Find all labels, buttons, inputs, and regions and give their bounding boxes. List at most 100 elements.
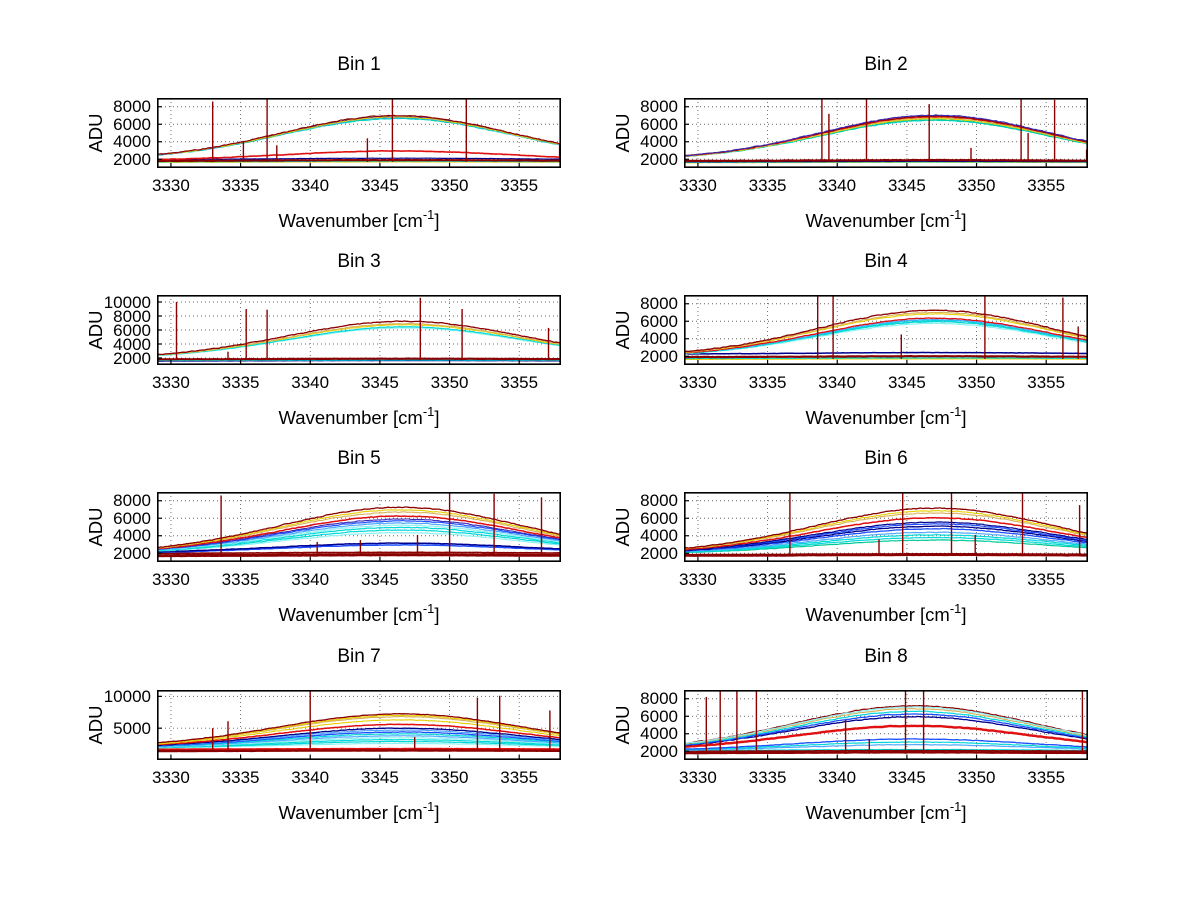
spectrum-curve-band-blue — [157, 731, 561, 747]
spectrum-curve-band-blue — [684, 713, 1088, 746]
x-tick-label: 3330 — [678, 176, 717, 195]
spectrum-curve-baseline-darkred-thick — [157, 748, 561, 753]
x-axis-label: Wavenumber [cm-1] — [684, 404, 1088, 429]
x-label-suffix: ] — [961, 802, 967, 824]
x-tick-label: 3335 — [748, 373, 787, 392]
y-tick-label: 10000 — [103, 292, 151, 312]
axes-border — [684, 690, 1088, 760]
x-axis-label: Wavenumber [cm-1] — [684, 601, 1088, 626]
axes-border — [157, 690, 561, 760]
x-label-prefix: Wavenumber [cm — [805, 604, 950, 626]
spike-lines — [175, 297, 550, 361]
y-tick-label: 6000 — [640, 311, 678, 331]
axes-bin-7 — [157, 690, 561, 760]
x-label-prefix: Wavenumber [cm — [805, 802, 950, 824]
spectrum-curve-band-purple — [157, 115, 561, 155]
spike-lines — [816, 295, 1079, 359]
spectrum-curve-band-blue-low — [684, 738, 1088, 750]
axes-bin-8 — [684, 690, 1088, 760]
x-axis-label: Wavenumber [cm-1] — [684, 207, 1088, 232]
x-tick-label: 3340 — [818, 570, 857, 589]
subplot-bin-5: Bin 5 ADU 2000 4000 6000 8000 3330 3335 3340 3345… — [85, 448, 561, 625]
plot-title: Bin 2 — [864, 54, 908, 75]
y-tick-label: 8000 — [113, 97, 151, 117]
x-tick-label: 3330 — [678, 570, 717, 589]
x-tick-label: 3345 — [887, 373, 926, 392]
spectrum-curve-baseline-darkred — [157, 158, 561, 163]
axes-border — [684, 295, 1088, 365]
x-tick-label: 3335 — [221, 768, 260, 787]
spectrum-curve-band-cyan — [157, 325, 561, 356]
axes-border — [684, 492, 1088, 562]
x-label-suffix: ] — [961, 407, 967, 429]
x-axis-label: Wavenumber [cm-1] — [157, 207, 561, 232]
spectrum-curve-baseline-darkred — [157, 551, 561, 555]
spectrum-curve-baseline-darkred-thick — [684, 750, 1088, 755]
plot-title: Bin 7 — [337, 646, 381, 667]
x-tick-label: 3355 — [1027, 373, 1066, 392]
spectra-curves — [684, 507, 1088, 557]
spectra-curves — [157, 114, 561, 164]
x-tick-label: 3335 — [748, 768, 787, 787]
x-label-suffix: ] — [434, 210, 440, 232]
x-tick-label: 3330 — [678, 768, 717, 787]
spectrum-curve-band-yellow — [157, 719, 561, 745]
spectrum-curve-band-cyan3 — [157, 733, 561, 747]
axes-border — [157, 98, 561, 168]
x-axis-label: Wavenumber [cm-1] — [157, 799, 561, 824]
x-tick-label: 3340 — [818, 176, 857, 195]
gridlines — [157, 690, 561, 760]
spectrum-curve-band-yellow — [157, 116, 561, 156]
x-label-exponent: -1 — [422, 207, 435, 222]
spectrum-curve-baseline-darkred-thick — [157, 553, 561, 558]
x-tick-label: 3350 — [957, 176, 996, 195]
spectrum-curve-baseline-darkred — [684, 749, 1088, 753]
spectrum-curve-band-cyan — [684, 536, 1088, 553]
subplot-bin-4: Bin 4 ADU 2000 4000 6000 8000 3330 3335 3340 3345… — [612, 251, 1088, 428]
y-tick-label: 8000 — [113, 491, 151, 511]
spectrum-curve-flat-cyan — [157, 359, 561, 362]
subplot-bin-3: Bin 3 ADU 2000 4000 6000 8000 10000 3330 3335 334… — [85, 251, 561, 428]
x-axis-label: Wavenumber [cm-1] — [684, 799, 1088, 824]
x-label-prefix: Wavenumber [cm — [278, 604, 423, 626]
spike-lines — [212, 691, 551, 750]
spike-lines — [789, 492, 1081, 556]
spectrum-curve-band-navy — [684, 715, 1088, 747]
spectrum-curve-band-red — [684, 516, 1088, 551]
y-tick-label: 6000 — [640, 706, 678, 726]
x-tick-label: 3355 — [500, 768, 539, 787]
spectrum-curve-band-darkred — [684, 309, 1088, 353]
y-tick-label: 2000 — [113, 543, 151, 563]
x-label-prefix: Wavenumber [cm — [805, 407, 950, 429]
x-label-prefix: Wavenumber [cm — [278, 407, 423, 429]
x-label-suffix: ] — [961, 604, 967, 626]
y-tick-label: 4000 — [640, 329, 678, 349]
x-tick-label: 3335 — [221, 176, 260, 195]
spike-lines — [705, 690, 1084, 754]
spectrum-curve-band-cyan2 — [684, 534, 1088, 553]
spectrum-curve-band-darkred — [684, 507, 1088, 549]
spectrum-curve-baseline-red — [157, 747, 561, 750]
spectrum-curve-band-cyan-low — [684, 741, 1088, 751]
plot-title: Bin 8 — [864, 646, 908, 667]
spectrum-curve-band-blue2 — [684, 523, 1088, 551]
x-tick-label: 3330 — [151, 570, 190, 589]
axes-bin-6 — [684, 492, 1088, 562]
subplot-bin-2: Bin 2 ADU 2000 4000 6000 8000 3330 3335 3340 3345… — [612, 54, 1088, 231]
spectrum-curve-band-lightblue2 — [157, 729, 561, 747]
x-label-exponent: -1 — [949, 601, 962, 616]
x-label-exponent: -1 — [422, 404, 435, 419]
x-tick-label: 3340 — [291, 570, 330, 589]
spike-lines — [821, 98, 1088, 162]
y-tick-label: 6000 — [640, 508, 678, 528]
spectrum-curve-mid-red-thick — [684, 724, 1088, 748]
x-label-exponent: -1 — [949, 799, 962, 814]
x-tick-label: 3340 — [291, 373, 330, 392]
y-tick-label: 4000 — [640, 724, 678, 744]
spectrum-curve-band-darkred — [157, 320, 561, 356]
x-tick-label: 3340 — [291, 176, 330, 195]
x-tick-label: 3350 — [430, 373, 469, 392]
x-tick-label: 3355 — [500, 570, 539, 589]
y-tick-label: 2000 — [640, 741, 678, 761]
y-tick-label: 2000 — [640, 346, 678, 366]
